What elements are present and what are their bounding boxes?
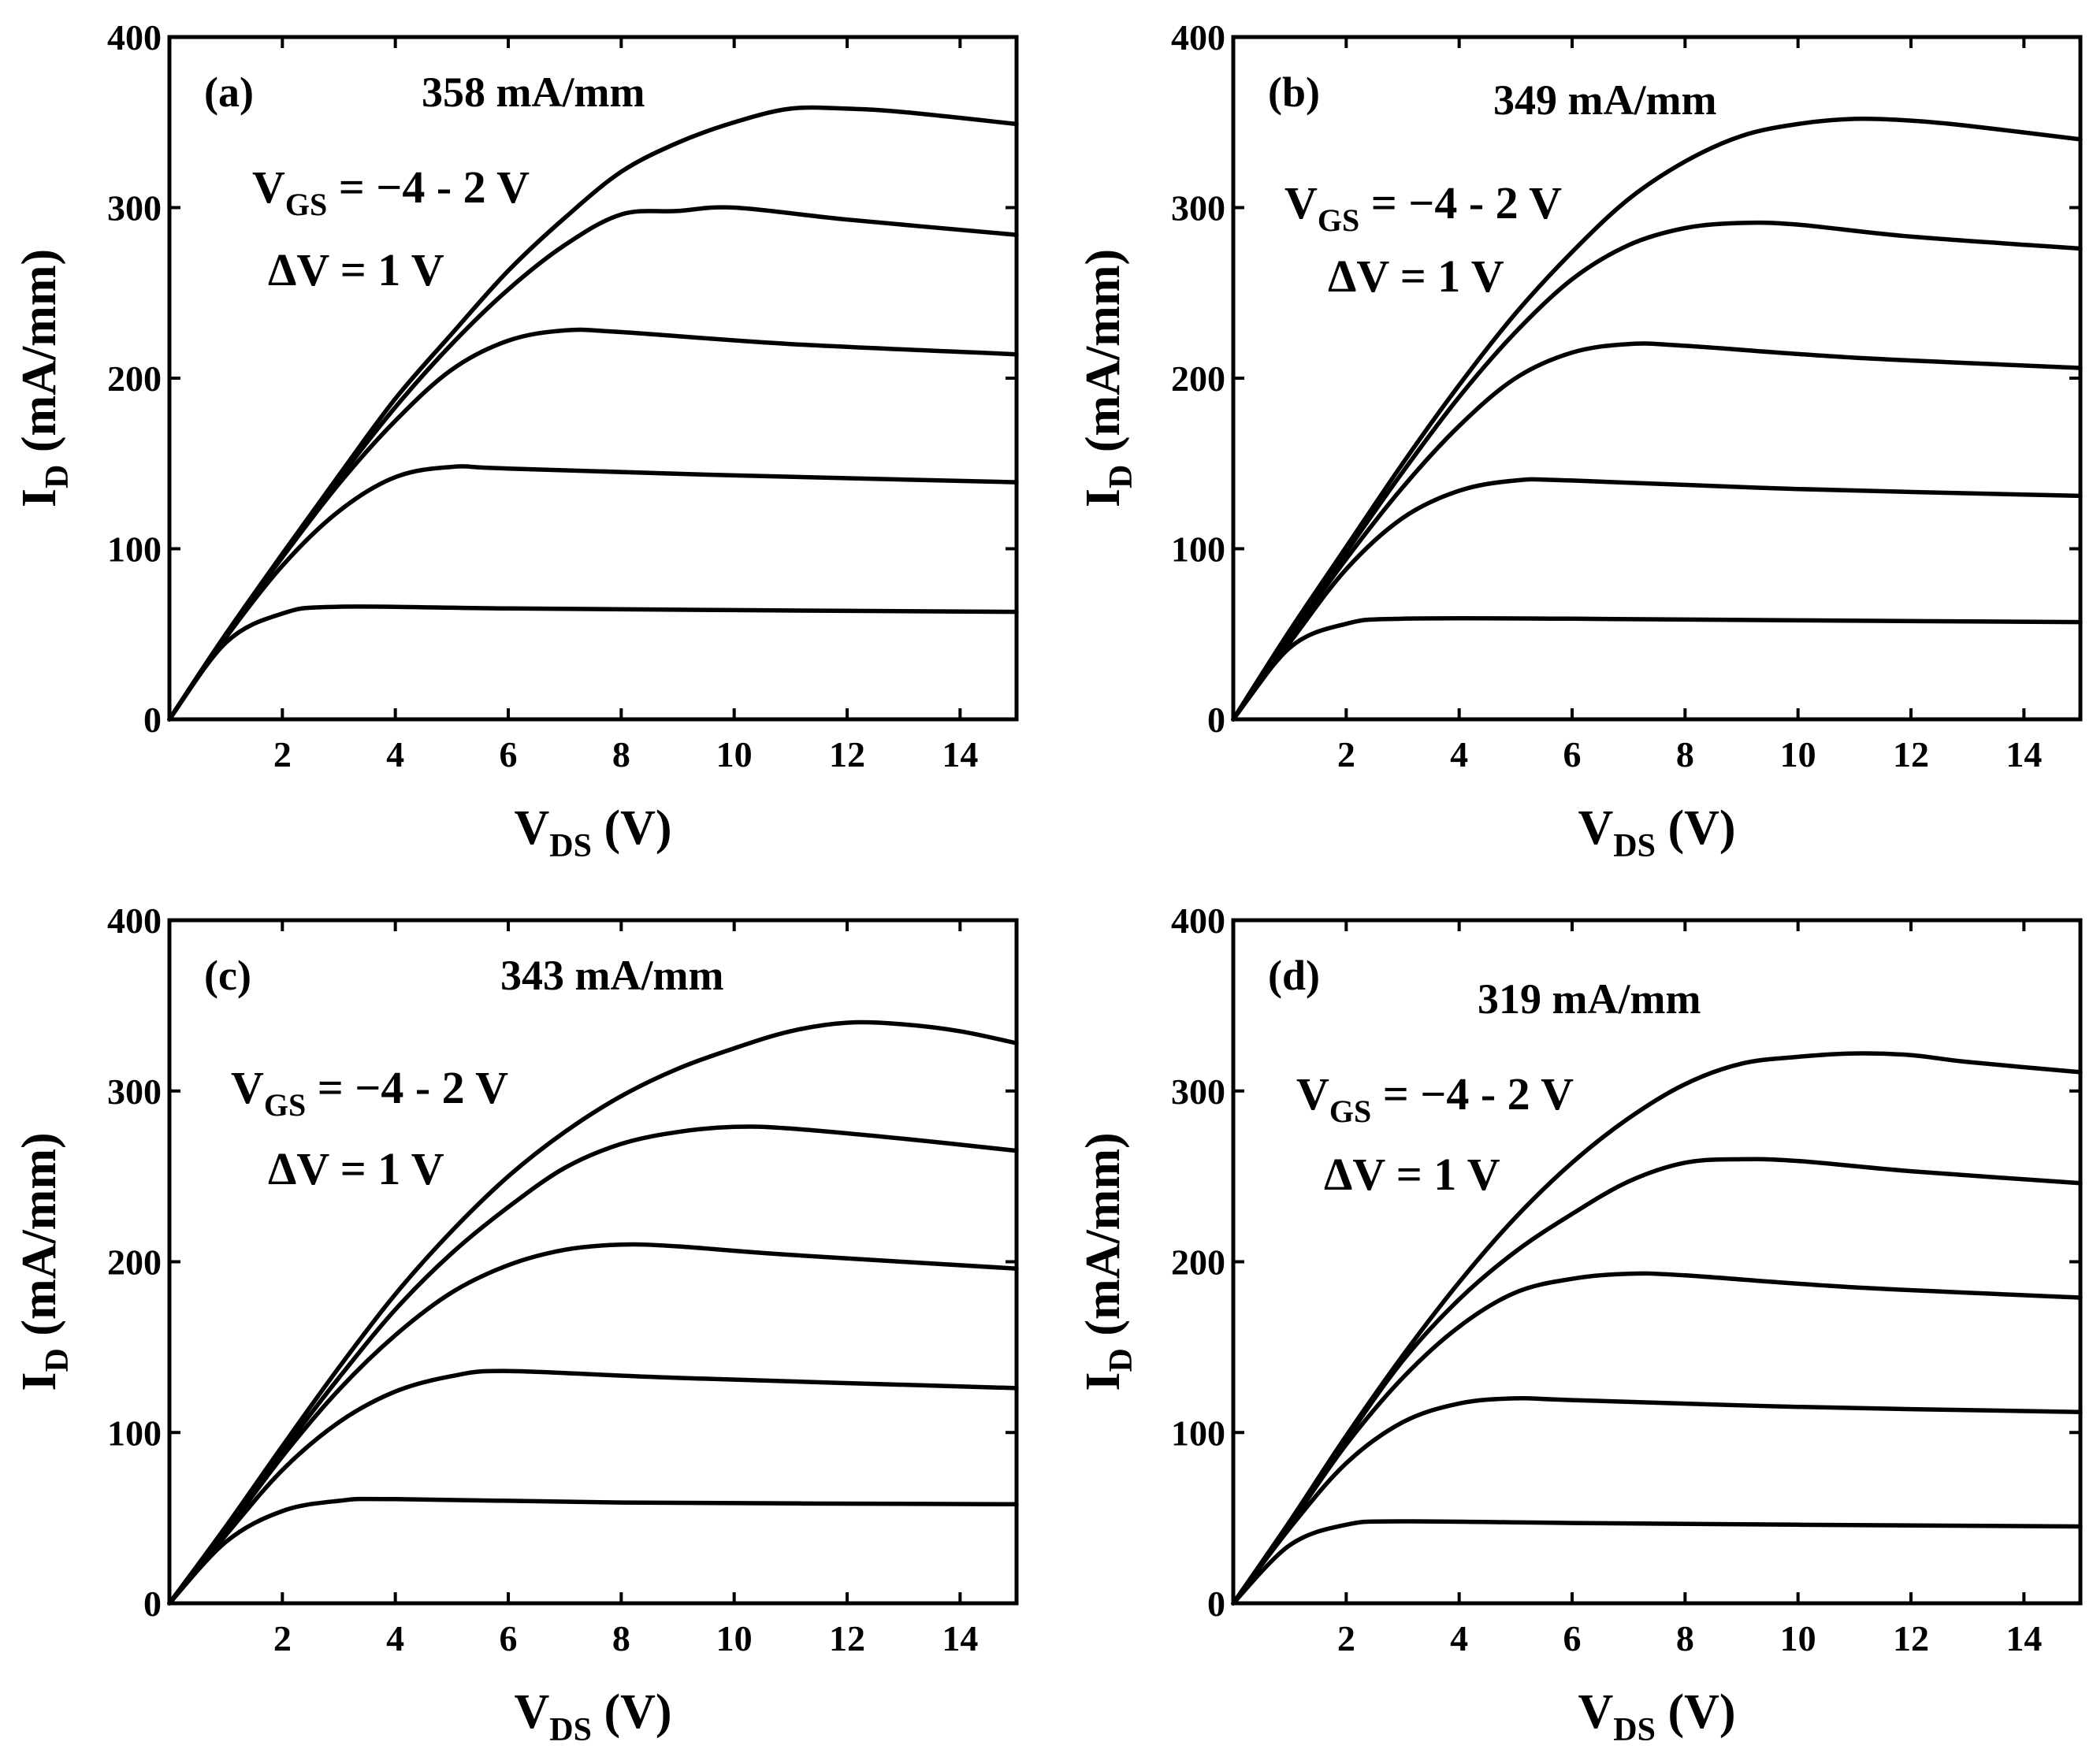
panel-label: (b) xyxy=(1268,69,1320,116)
x-tick-label: 6 xyxy=(500,734,518,774)
panel-b: 0 100 200 300 400 2 4 6 8 10 12 14 (b) 349 mA/mm VGS =… xyxy=(1076,17,2083,864)
delta-v-label: ΔV = 1 V xyxy=(268,1143,444,1194)
y-tick-label: 200 xyxy=(1171,358,1225,399)
peak-current-label: 358 mA/mm xyxy=(422,69,645,116)
x-tick-label: 6 xyxy=(1563,1618,1582,1658)
delta-v-label: ΔV = 1 V xyxy=(1324,1149,1500,1200)
x-tick-label: 10 xyxy=(1780,1618,1816,1658)
x-tick-label: 12 xyxy=(829,1618,865,1658)
series-line-4 xyxy=(167,1124,1019,1606)
y-tick-label: 0 xyxy=(1207,1584,1225,1624)
series-line-5 xyxy=(1231,1051,2083,1606)
vgs-range-label: VGS = −4 - 2 V xyxy=(1284,177,1562,238)
vgs-range-label: VGS = −4 - 2 V xyxy=(1296,1068,1574,1129)
vgs-range-label: VGS = −4 - 2 V xyxy=(231,1062,508,1123)
series-line-5 xyxy=(167,105,1019,722)
panel-c: 0 100 200 300 400 2 4 6 8 10 12 14 (c) 343 mA/mm VGS =… xyxy=(13,901,1019,1748)
y-tick-label: 100 xyxy=(107,529,162,570)
series-line-3 xyxy=(1231,1271,2083,1606)
y-tick-label: 0 xyxy=(143,1584,162,1624)
y-axis-title: ID (mA/mm) xyxy=(13,1132,76,1391)
y-tick-label: 400 xyxy=(107,901,162,941)
x-tick-label: 4 xyxy=(1450,1618,1468,1658)
panel-d: 0 100 200 300 400 2 4 6 8 10 12 14 (d) 319 mA/mm VGS =… xyxy=(1076,901,2083,1748)
y-axis-title: ID (mA/mm) xyxy=(1076,1132,1139,1391)
x-tick-label: 10 xyxy=(716,1618,753,1658)
x-axis-title: VDS (V) xyxy=(514,1685,671,1748)
x-tick-label: 14 xyxy=(942,1618,978,1658)
x-tick-label: 8 xyxy=(612,1618,630,1658)
peak-current-label: 349 mA/mm xyxy=(1493,76,1716,124)
plot-frame xyxy=(1231,35,2083,722)
x-tick-label: 14 xyxy=(942,734,978,774)
panel-label: (c) xyxy=(204,952,251,999)
y-tick-label: 300 xyxy=(1171,1071,1225,1112)
x-tick-label: 6 xyxy=(1563,734,1582,774)
y-tick-label: 0 xyxy=(1207,700,1225,740)
series-line-2 xyxy=(167,464,1019,722)
series-line-1 xyxy=(167,1496,1019,1606)
series-line-3 xyxy=(1231,341,2083,722)
series-line-5 xyxy=(1231,116,2083,722)
x-tick-label: 14 xyxy=(2006,734,2042,774)
series-line-3 xyxy=(167,1242,1019,1606)
delta-v-label: ΔV = 1 V xyxy=(268,244,444,295)
vgs-range-label: VGS = −4 - 2 V xyxy=(252,162,530,222)
series-line-2 xyxy=(1231,477,2083,722)
panel-a: 0 100 200 300 400 2 4 6 8 10 12 14 (a) 358 mA/mm VGS =… xyxy=(13,17,1019,864)
x-axis-title: VDS (V) xyxy=(514,801,671,864)
x-tick-label: 6 xyxy=(500,1618,518,1658)
panel-label: (a) xyxy=(204,69,254,116)
x-tick-label: 14 xyxy=(2006,1618,2042,1658)
peak-current-label: 319 mA/mm xyxy=(1478,975,1701,1023)
x-tick-label: 4 xyxy=(386,1618,404,1658)
series-line-2 xyxy=(167,1368,1019,1606)
series-line-1 xyxy=(1231,615,2083,722)
y-tick-label: 400 xyxy=(1171,17,1225,58)
x-axis-title: VDS (V) xyxy=(1578,801,1735,864)
x-tick-label: 12 xyxy=(1893,734,1929,774)
y-tick-label: 0 xyxy=(143,700,162,740)
x-tick-label: 12 xyxy=(829,734,865,774)
x-tick-label: 2 xyxy=(273,734,292,774)
x-tick-label: 12 xyxy=(1893,1618,1929,1658)
x-tick-label: 4 xyxy=(1450,734,1468,774)
x-tick-label: 2 xyxy=(273,1618,292,1658)
series-line-1 xyxy=(167,604,1019,722)
x-tick-label: 10 xyxy=(1780,734,1816,774)
y-tick-label: 100 xyxy=(1171,1413,1225,1453)
delta-v-label: ΔV = 1 V xyxy=(1328,251,1504,302)
series-line-4 xyxy=(1231,220,2083,722)
x-tick-label: 4 xyxy=(386,734,404,774)
series-line-2 xyxy=(1231,1395,2083,1606)
y-tick-label: 300 xyxy=(107,1071,162,1112)
x-tick-label: 8 xyxy=(1676,734,1694,774)
y-tick-label: 200 xyxy=(107,1242,162,1283)
y-tick-label: 300 xyxy=(107,188,162,228)
y-tick-label: 400 xyxy=(1171,901,1225,941)
series-line-5 xyxy=(167,1019,1019,1606)
plot-frame xyxy=(167,35,1019,722)
y-tick-label: 100 xyxy=(107,1413,162,1453)
series-line-1 xyxy=(1231,1519,2083,1606)
y-tick-label: 200 xyxy=(107,358,162,399)
x-tick-label: 8 xyxy=(1676,1618,1694,1658)
y-tick-label: 200 xyxy=(1171,1242,1225,1283)
x-tick-label: 10 xyxy=(716,734,753,774)
y-axis-title: ID (mA/mm) xyxy=(1076,249,1139,507)
series-line-3 xyxy=(167,327,1019,722)
x-tick-label: 2 xyxy=(1337,734,1355,774)
x-axis-title: VDS (V) xyxy=(1578,1685,1735,1748)
y-tick-label: 400 xyxy=(107,17,162,58)
x-tick-label: 8 xyxy=(612,734,630,774)
series-line-4 xyxy=(1231,1157,2083,1606)
peak-current-label: 343 mA/mm xyxy=(500,952,723,999)
x-tick-label: 2 xyxy=(1337,1618,1355,1658)
y-tick-label: 100 xyxy=(1171,529,1225,570)
panel-label: (d) xyxy=(1268,952,1320,999)
plot-frame xyxy=(1231,918,2083,1606)
y-tick-label: 300 xyxy=(1171,188,1225,228)
y-axis-title: ID (mA/mm) xyxy=(13,249,76,507)
